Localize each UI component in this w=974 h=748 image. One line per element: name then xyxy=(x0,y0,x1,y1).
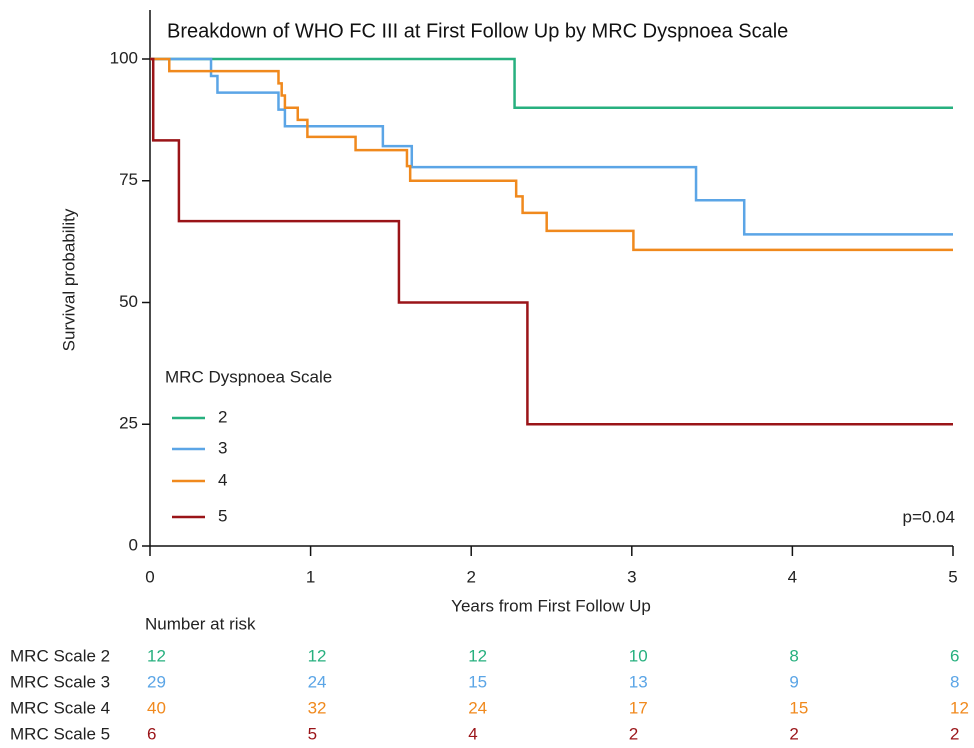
risk-value: 10 xyxy=(629,646,648,665)
x-tick-label: 4 xyxy=(788,567,797,586)
chart-title: Breakdown of WHO FC III at First Follow … xyxy=(167,20,788,42)
risk-value: 15 xyxy=(468,672,487,691)
risk-value: 8 xyxy=(950,672,959,691)
risk-value: 2 xyxy=(629,724,638,743)
legend-label: 2 xyxy=(218,407,227,426)
y-axis-label: Survival probability xyxy=(59,208,78,351)
y-tick-label: 0 xyxy=(129,535,138,554)
risk-value: 8 xyxy=(789,646,798,665)
risk-value: 29 xyxy=(147,672,166,691)
risk-value: 12 xyxy=(468,646,487,665)
survival-curve xyxy=(150,57,953,236)
x-tick-label: 0 xyxy=(145,567,154,586)
survival-curve xyxy=(150,57,953,109)
legend-title: MRC Dyspnoea Scale xyxy=(165,367,332,386)
survival-curve xyxy=(150,57,953,426)
y-tick-label: 75 xyxy=(119,170,138,189)
risk-value: 12 xyxy=(308,646,327,665)
risk-row-label: MRC Scale 5 xyxy=(10,724,110,743)
p-value: p=0.04 xyxy=(903,507,955,526)
risk-value: 17 xyxy=(629,698,648,717)
risk-value: 24 xyxy=(308,672,327,691)
risk-value: 15 xyxy=(789,698,808,717)
legend-label: 5 xyxy=(218,506,227,525)
risk-value: 4 xyxy=(468,724,477,743)
risk-row-label: MRC Scale 2 xyxy=(10,646,110,665)
risk-value: 32 xyxy=(308,698,327,717)
risk-value: 2 xyxy=(950,724,959,743)
x-tick-label: 2 xyxy=(466,567,475,586)
risk-value: 2 xyxy=(789,724,798,743)
risk-row-label: MRC Scale 3 xyxy=(10,672,110,691)
y-tick-label: 50 xyxy=(119,292,138,311)
risk-value: 12 xyxy=(147,646,166,665)
risk-value: 40 xyxy=(147,698,166,717)
survival-curve xyxy=(150,57,953,252)
x-tick-label: 1 xyxy=(306,567,315,586)
legend-label: 3 xyxy=(218,438,227,457)
risk-value: 13 xyxy=(629,672,648,691)
risk-value: 6 xyxy=(147,724,156,743)
y-tick-label: 100 xyxy=(110,48,138,67)
x-tick-label: 3 xyxy=(627,567,636,586)
risk-table-title: Number at risk xyxy=(145,614,256,633)
risk-value: 6 xyxy=(950,646,959,665)
risk-value: 24 xyxy=(468,698,487,717)
risk-value: 5 xyxy=(308,724,317,743)
risk-row-label: MRC Scale 4 xyxy=(10,698,110,717)
risk-value: 12 xyxy=(950,698,969,717)
x-tick-label: 5 xyxy=(948,567,957,586)
y-tick-label: 25 xyxy=(119,414,138,433)
risk-value: 9 xyxy=(789,672,798,691)
x-axis-label: Years from First Follow Up xyxy=(451,596,651,615)
legend-label: 4 xyxy=(218,470,227,489)
